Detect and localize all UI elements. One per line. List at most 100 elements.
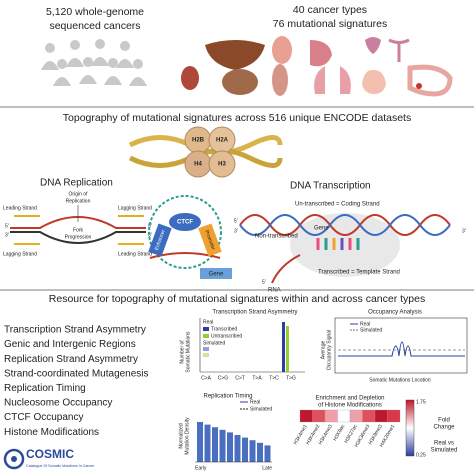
analysis-item: Histone Modifications — [4, 427, 99, 438]
cohort-line: 5,120 whole-genome — [46, 6, 144, 18]
strand-panel: Transcription Strand Asymmetry Number of… — [179, 310, 305, 381]
strand-label: Lagging Strand — [118, 205, 152, 211]
category-label: C>A — [201, 375, 212, 381]
end-label: 5' — [262, 279, 266, 285]
axis-label: Normalized — [178, 423, 184, 449]
legend-label: Transcribed — [211, 326, 237, 332]
axis-label: Late — [262, 465, 272, 471]
analysis-item: CTCF Occupancy — [4, 412, 83, 423]
people-icons — [41, 39, 147, 86]
end-label: 3' — [5, 232, 9, 238]
end-label: 3' — [234, 228, 238, 234]
strand-label: Un-transcribed = Coding Strand — [295, 202, 380, 208]
cancer-types: 40 cancer types 76 mutational signatures — [181, 4, 453, 97]
histone-label: H4 — [194, 162, 202, 168]
strand-label: Transcribed = Template Strand — [318, 270, 400, 276]
scale-title: Fold — [438, 418, 450, 424]
panel-title: Enrichment and Depletion — [315, 396, 384, 402]
heat-cell — [374, 409, 388, 423]
analysis-item: Replication Strand Asymmetry — [4, 354, 138, 365]
logo-name: COSMIC — [26, 447, 74, 461]
bar — [212, 427, 218, 462]
bar — [249, 440, 256, 462]
histone-label: H3 — [218, 162, 226, 168]
bar — [227, 432, 233, 462]
axis-label: Average — [320, 341, 326, 360]
occupancy-panel: Occupancy Analysis Average Occupancy Sig… — [320, 310, 468, 383]
cohort-line: sequenced cancers — [49, 20, 140, 32]
bar — [242, 437, 248, 462]
heat-cell — [387, 409, 401, 423]
nucleosome: H2B H2A H4 H3 — [128, 126, 283, 178]
replication-diagram: DNA Replication Origin of Replication Le… — [3, 178, 152, 258]
gene-label: Gene — [209, 272, 224, 278]
bar — [204, 424, 211, 462]
panel-title: Replication Timing — [203, 394, 252, 400]
bar — [197, 422, 203, 462]
legend-label: Simulated — [203, 340, 225, 346]
end-label: 3' — [462, 228, 466, 234]
heat-cell — [337, 409, 351, 423]
scale-title: Change — [433, 425, 455, 431]
panel-title: of Histone Modifications — [318, 403, 382, 409]
end-label: 5' — [234, 218, 238, 224]
fork-label: Progression — [65, 234, 92, 240]
analysis-item: Strand-coordinated Mutagenesis — [4, 368, 149, 379]
timing-panel: Replication Timing Real Simulated Normal… — [178, 394, 272, 472]
category-label: T>C — [269, 375, 279, 381]
heat-cell — [312, 409, 326, 423]
analysis-item: Replication Timing — [4, 383, 86, 394]
legend-label: Real — [250, 399, 260, 405]
cancer-line: 40 cancer types — [293, 4, 367, 16]
scale-note: Simulated — [431, 448, 458, 454]
section-title: Topography of mutational signatures acro… — [63, 112, 411, 124]
histone-label: H2A — [216, 138, 229, 144]
logo-tagline: Catalogue Of Somatic Mutations In Cancer — [26, 464, 95, 468]
end-label: 5' — [5, 223, 9, 229]
transcription-diagram: DNA Transcription Un-transcribed = Codin… — [234, 181, 466, 294]
axis-label: Mutation Density — [184, 417, 190, 455]
bars — [197, 422, 271, 462]
legend-label: Real — [360, 321, 370, 327]
ctcf-diagram: CTCF Enhancer Promoter Gene — [148, 195, 232, 279]
origin-label: Replication — [66, 198, 91, 204]
axis-label: Number of — [179, 340, 185, 364]
strand-label: Non-transcribed — [255, 234, 298, 240]
cosmic-logo: COSMIC Catalogue Of Somatic Mutations In… — [3, 447, 95, 470]
bar — [234, 435, 241, 462]
legend-label: Simulated — [360, 327, 382, 333]
strand-label: Lagging Strand — [3, 251, 37, 257]
legend-label: Simulated — [250, 406, 272, 412]
panel-title: Transcription Strand Asymmetry — [212, 310, 297, 316]
bar — [219, 429, 226, 462]
ctcf-label: CTCF — [177, 220, 193, 226]
category-label: T>G — [286, 375, 296, 381]
strand-label: Leading Strand — [118, 251, 152, 257]
heat-cell — [362, 409, 376, 423]
axis-label: Somatic Mutations Location — [369, 377, 431, 383]
histone-panel: Enrichment and Depletion of Histone Modi… — [293, 396, 458, 459]
origin-label: Origin of — [69, 191, 89, 197]
gene-label: Gene — [314, 226, 329, 232]
category-labels: C>A C>G C>T T>A T>C T>G — [201, 375, 296, 381]
strand-label: Leading Strand — [3, 205, 37, 211]
cancer-line: 76 mutational signatures — [273, 18, 387, 30]
category-label: C>G — [218, 375, 229, 381]
analysis-item: Genic and Intergenic Regions — [4, 339, 136, 350]
axis-label: Occupancy Signal — [326, 330, 332, 370]
axis-label: Somatic Mutations — [185, 331, 191, 373]
heat-cell — [299, 409, 313, 423]
heatmap: H3K4me1H3K4me2H3K4me3H3K9acH3K27acH3K36m… — [293, 409, 401, 448]
histone-label: H2B — [192, 138, 205, 144]
heat-cell — [349, 409, 363, 423]
panel-title: DNA Replication — [40, 178, 113, 189]
legend-label: Real — [203, 319, 213, 325]
cohort: 5,120 whole-genome sequenced cancers — [41, 6, 147, 86]
scale-note: Real vs — [434, 441, 454, 447]
category-label: T>A — [252, 375, 262, 381]
legend-label: Untranscribed — [211, 333, 242, 339]
fork-label: Fork — [73, 227, 84, 233]
analysis-item: Transcription Strand Asymmetry — [4, 325, 146, 336]
section-title: Resource for topography of mutational si… — [49, 293, 425, 305]
